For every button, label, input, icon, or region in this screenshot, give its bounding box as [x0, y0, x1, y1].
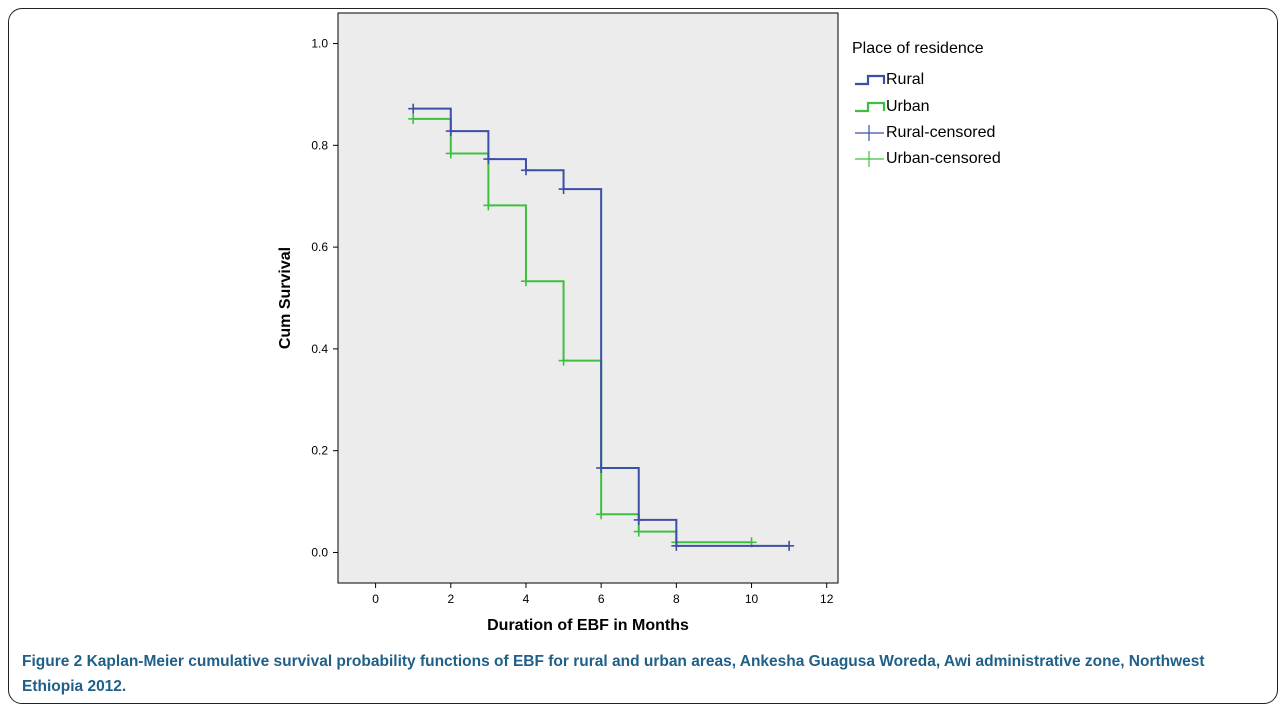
- y-tick-label: 1.0: [311, 37, 328, 51]
- x-axis-label: Duration of EBF in Months: [487, 617, 689, 634]
- series-layer: [408, 103, 795, 551]
- x-tick-label: 10: [745, 592, 759, 606]
- series-urban: [408, 113, 757, 548]
- y-tick-label: 0.0: [311, 545, 328, 559]
- censor-mark-rural: [671, 540, 682, 551]
- legend-swatch-urban: [855, 101, 886, 113]
- plot-area: [337, 12, 839, 584]
- legend-item-urban-censored: Urban-censored: [855, 150, 1001, 167]
- censor-mark-rural: [596, 462, 607, 473]
- series-line-urban: [413, 117, 752, 544]
- x-tick-label: 0: [372, 592, 379, 606]
- censor-mark-urban: [558, 355, 569, 366]
- censor-mark-rural: [558, 184, 569, 195]
- series-rural: [408, 103, 795, 551]
- legend-label: Rural: [886, 71, 924, 88]
- censor-mark-rural: [784, 540, 795, 551]
- figure-caption-text: Kaplan-Meier cumulative survival probabi…: [22, 653, 1205, 695]
- legend-item-rural-censored: Rural-censored: [855, 124, 995, 141]
- censor-mark-urban: [633, 526, 644, 537]
- legend-item-rural: Rural: [855, 71, 924, 88]
- censor-mark-urban: [483, 200, 494, 211]
- x-tick-label: 6: [598, 592, 605, 606]
- x-tick-label: 8: [673, 592, 680, 606]
- y-tick-label: 0.8: [311, 138, 328, 152]
- legend-label: Rural-censored: [886, 124, 995, 141]
- legend: Place of residence Rural Urban Rural-censo…: [852, 40, 1001, 167]
- series-line-rural: [413, 107, 790, 547]
- figure-label: Figure 2: [22, 653, 83, 670]
- legend-item-urban: Urban: [855, 98, 930, 115]
- legend-label: Urban-censored: [886, 150, 1001, 167]
- y-tick-label: 0.2: [311, 444, 328, 458]
- censor-mark-urban: [596, 509, 607, 520]
- x-tick-label: 4: [523, 592, 530, 606]
- x-tick-label: 2: [447, 592, 454, 606]
- legend-label: Urban: [886, 98, 930, 115]
- y-axis-label: Cum Survival: [277, 247, 294, 349]
- censor-mark-urban: [408, 113, 419, 124]
- censor-mark-rural: [408, 103, 419, 114]
- km-survival-chart: 0 2 4 6 8 10 12 0.0 0.2 0.4 0.6 0.8 1.0 Duration of …: [277, 12, 1001, 634]
- legend-swatch-rural: [855, 74, 886, 86]
- censor-mark-urban: [520, 276, 531, 287]
- y-tick-label: 0.6: [311, 240, 328, 254]
- censor-mark-urban: [445, 148, 456, 159]
- censor-mark-rural: [483, 154, 494, 165]
- figure-caption: Figure 2 Kaplan-Meier cumulative surviva…: [22, 649, 1262, 699]
- x-tick-label: 12: [820, 592, 834, 606]
- censor-mark-rural: [520, 165, 531, 176]
- censor-mark-rural: [633, 514, 644, 525]
- y-tick-label: 0.4: [311, 342, 328, 356]
- censor-mark-rural: [445, 126, 456, 137]
- axes: 0 2 4 6 8 10 12 0.0 0.2 0.4 0.6 0.8 1.0: [311, 37, 833, 606]
- legend-title: Place of residence: [852, 40, 984, 57]
